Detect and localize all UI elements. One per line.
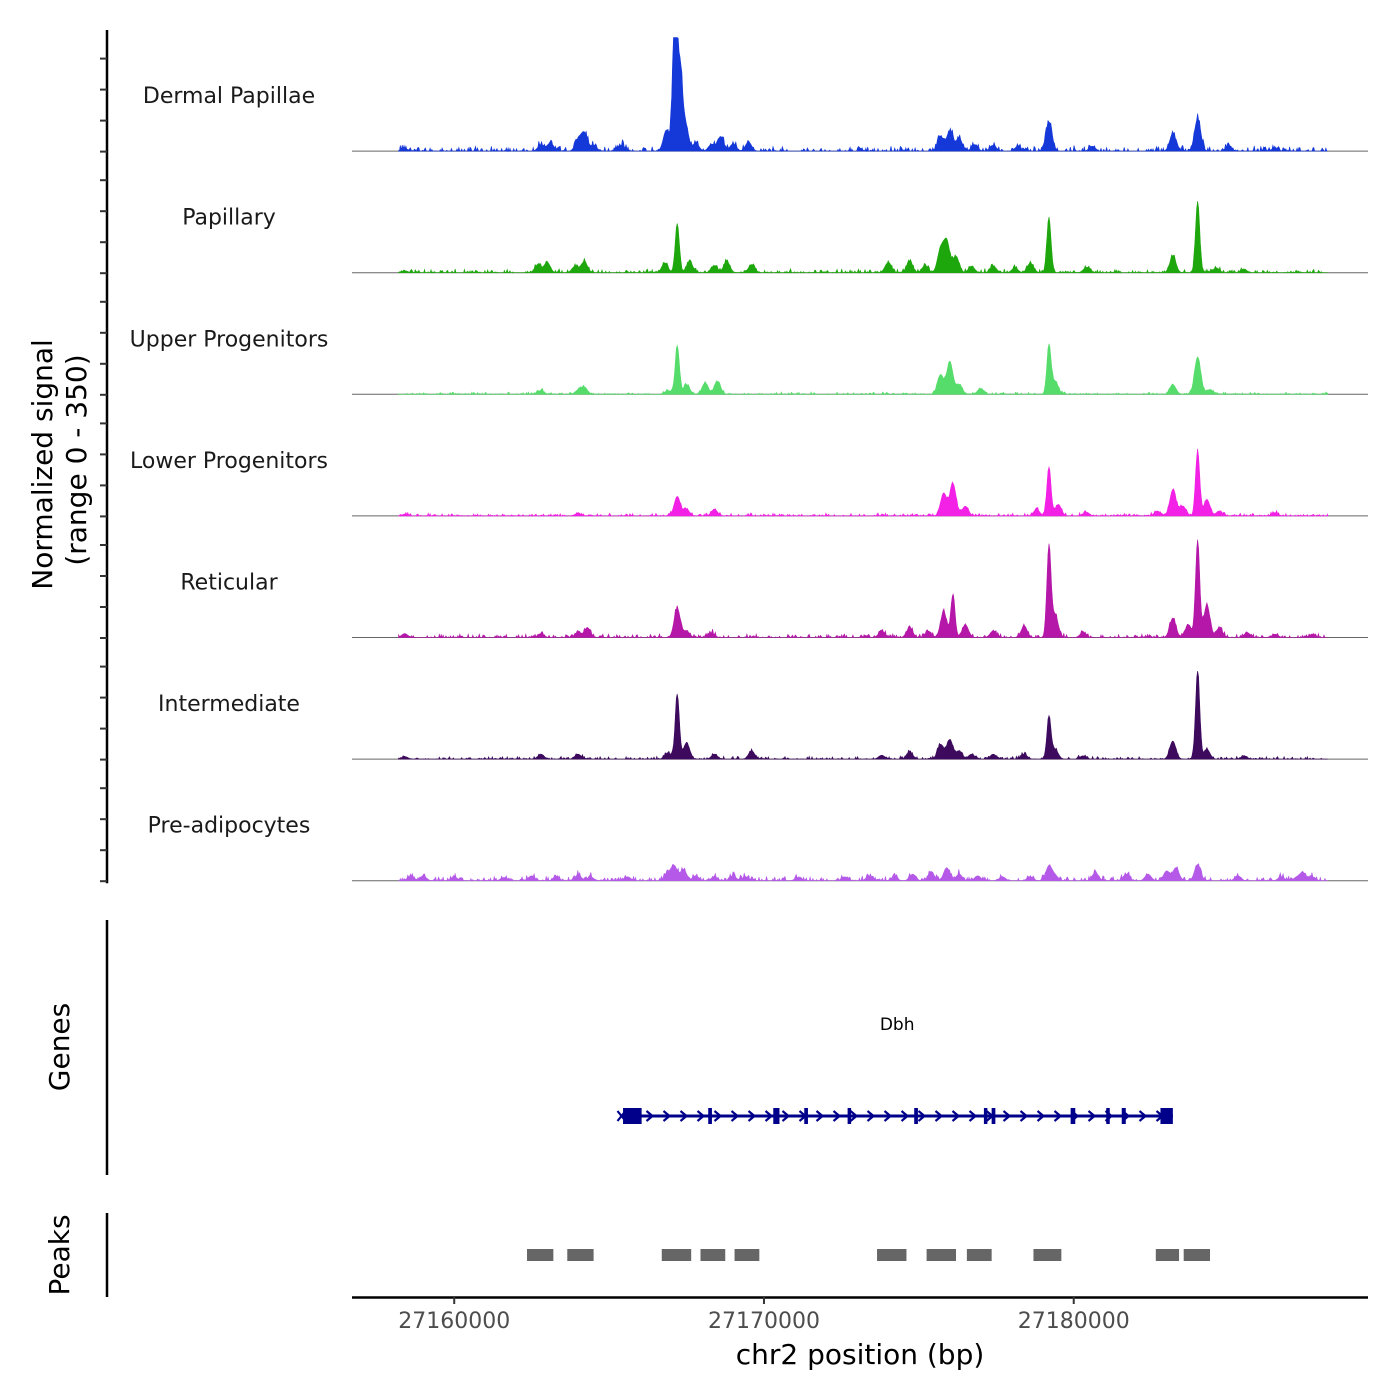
- y-axis-title-line-1: Normalized signal: [26, 339, 59, 590]
- strand-arrow: [951, 1110, 961, 1122]
- strand-arrow: [849, 1110, 859, 1122]
- signal-area: [397, 343, 1328, 396]
- strand-arrow: [968, 1110, 978, 1122]
- strand-arrow: [900, 1110, 910, 1122]
- signal-area: [398, 37, 1328, 153]
- track-papillary: Papillary: [182, 201, 1368, 274]
- x-tick-label: 27180000: [1018, 1309, 1130, 1334]
- strand-arrow: [934, 1110, 944, 1122]
- track-dermal-papillae: Dermal Papillae: [143, 37, 1368, 153]
- track-label: Lower Progenitors: [130, 449, 328, 474]
- peak-region: [700, 1249, 726, 1261]
- x-axis: 27160000 27170000 27180000: [352, 1296, 1368, 1334]
- strand-arrow: [917, 1110, 927, 1122]
- track-label: Pre-adipocytes: [148, 814, 311, 839]
- exon: [1160, 1108, 1173, 1124]
- track-reticular: Reticular: [180, 539, 1368, 639]
- strand-arrow: [883, 1110, 893, 1122]
- track-label: Papillary: [182, 206, 276, 231]
- peak-region: [1155, 1249, 1180, 1261]
- strand-arrow: [866, 1110, 876, 1122]
- strand-arrow: [713, 1110, 723, 1122]
- strand-arrow: [645, 1110, 655, 1122]
- exon: [708, 1108, 712, 1124]
- peak-region: [661, 1249, 692, 1261]
- signal-area: [398, 201, 1328, 274]
- track-label: Dermal Papillae: [143, 84, 315, 109]
- peak-region: [966, 1249, 992, 1261]
- peak-region: [567, 1249, 594, 1261]
- signal-area: [398, 670, 1328, 760]
- strand-arrow: [679, 1110, 689, 1122]
- peak-region: [527, 1249, 554, 1261]
- track-intermediate: Intermediate: [158, 670, 1368, 760]
- track-upper-progenitors: Upper Progenitors: [130, 327, 1368, 396]
- peak-region: [926, 1249, 957, 1261]
- exon: [773, 1108, 780, 1124]
- exon: [1121, 1108, 1126, 1124]
- track-label: Intermediate: [158, 692, 300, 717]
- track-label: Reticular: [180, 571, 278, 596]
- peak-region: [1033, 1249, 1062, 1261]
- strand-arrow: [1053, 1110, 1063, 1122]
- peaks-panel-label: Peaks: [43, 1214, 76, 1295]
- track-lower-progenitors: Lower Progenitors: [130, 448, 1368, 517]
- strand-arrow: [747, 1110, 757, 1122]
- peak-region: [877, 1249, 907, 1261]
- strand-arrow: [730, 1110, 740, 1122]
- strand-arrow: [662, 1110, 672, 1122]
- strand-arrow: [815, 1110, 825, 1122]
- x-axis-title: chr2 position (bp): [736, 1338, 985, 1371]
- signal-y-axis: [100, 30, 109, 884]
- peak-region: [734, 1249, 760, 1261]
- exon: [1106, 1108, 1110, 1124]
- exon: [847, 1108, 852, 1124]
- x-tick-label: 27160000: [398, 1309, 510, 1334]
- signal-area: [398, 539, 1328, 639]
- coverage-tracks: Dermal Papillae Papillary Upper Progenitor…: [130, 37, 1368, 882]
- exon: [623, 1108, 642, 1124]
- exon: [804, 1108, 808, 1124]
- x-tick-label: 27170000: [708, 1309, 820, 1334]
- strand-arrow: [781, 1110, 791, 1122]
- exon: [991, 1108, 996, 1124]
- strand-arrow: [1087, 1110, 1097, 1122]
- strand-arrow: [1002, 1110, 1012, 1122]
- strand-arrow: [696, 1110, 706, 1122]
- strand-arrow: [1036, 1110, 1046, 1122]
- strand-arrow: [832, 1110, 842, 1122]
- exon: [1070, 1108, 1076, 1124]
- strand-arrow: [764, 1110, 774, 1122]
- signal-area: [398, 448, 1328, 517]
- genes-panel-label: Genes: [43, 1003, 76, 1091]
- y-axis-title-line-2: (range 0 - 350): [60, 354, 93, 565]
- strand-arrow: [1138, 1110, 1148, 1122]
- exon: [914, 1108, 918, 1124]
- exon: [983, 1108, 988, 1124]
- gene-dbh: Dbh: [616, 1015, 1173, 1124]
- track-label: Upper Progenitors: [130, 327, 329, 352]
- strand-arrow: [1019, 1110, 1029, 1122]
- signal-area: [398, 863, 1328, 882]
- gene-label: Dbh: [880, 1015, 915, 1035]
- signal-y-axis-title: Normalized signal (range 0 - 350): [26, 330, 93, 589]
- peak-track: [527, 1249, 1211, 1261]
- peak-region: [1183, 1249, 1211, 1261]
- track-pre-adipocytes: Pre-adipocytes: [148, 814, 1368, 882]
- gene-track: Dbh: [616, 1015, 1173, 1124]
